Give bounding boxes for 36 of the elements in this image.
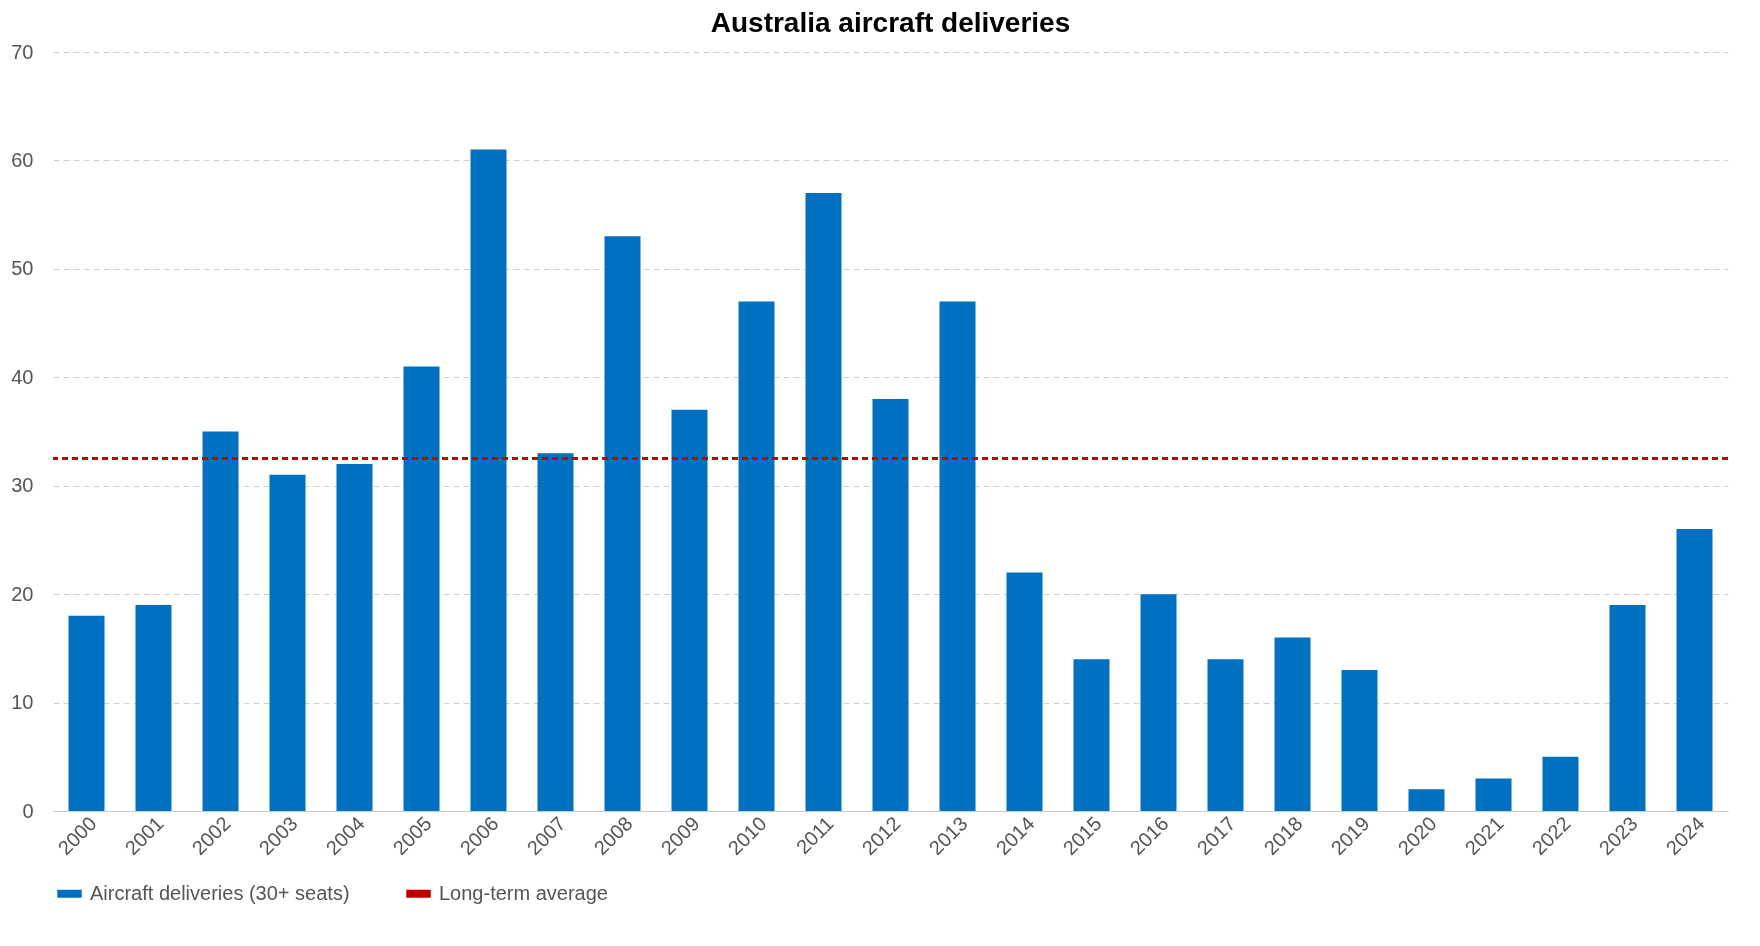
bar bbox=[1140, 594, 1177, 811]
bar bbox=[1274, 637, 1311, 811]
y-tick-label: 20 bbox=[11, 582, 34, 605]
y-tick-label: 40 bbox=[11, 365, 34, 388]
bar bbox=[1341, 670, 1378, 811]
y-tick-label: 70 bbox=[11, 40, 34, 63]
bar bbox=[403, 366, 440, 811]
bar bbox=[1408, 789, 1445, 811]
legend-label: Long-term average bbox=[439, 881, 608, 904]
bar bbox=[269, 474, 306, 811]
bar bbox=[671, 409, 708, 811]
bar bbox=[68, 615, 105, 811]
legend-label: Aircraft deliveries (30+ seats) bbox=[90, 881, 350, 904]
bar bbox=[805, 192, 842, 811]
bar bbox=[738, 301, 775, 811]
bar bbox=[1542, 756, 1579, 811]
bar bbox=[336, 464, 373, 811]
bar bbox=[1207, 659, 1244, 811]
bar bbox=[1676, 529, 1713, 811]
bar bbox=[537, 453, 574, 811]
y-tick-label: 60 bbox=[11, 148, 34, 171]
bar bbox=[470, 149, 507, 811]
y-tick-label: 10 bbox=[11, 691, 34, 714]
y-tick-label: 50 bbox=[11, 257, 34, 280]
bar bbox=[1475, 778, 1512, 811]
bar bbox=[135, 604, 172, 811]
y-tick-label: 30 bbox=[11, 474, 34, 497]
bar bbox=[872, 398, 909, 811]
chart-title: Australia aircraft deliveries bbox=[710, 7, 1071, 38]
bar bbox=[1006, 572, 1043, 811]
bar bbox=[202, 431, 239, 811]
bar bbox=[939, 301, 976, 811]
y-tick-label: 0 bbox=[22, 799, 34, 822]
bar bbox=[1609, 604, 1646, 811]
bar bbox=[1073, 659, 1110, 811]
bar bbox=[604, 236, 641, 811]
